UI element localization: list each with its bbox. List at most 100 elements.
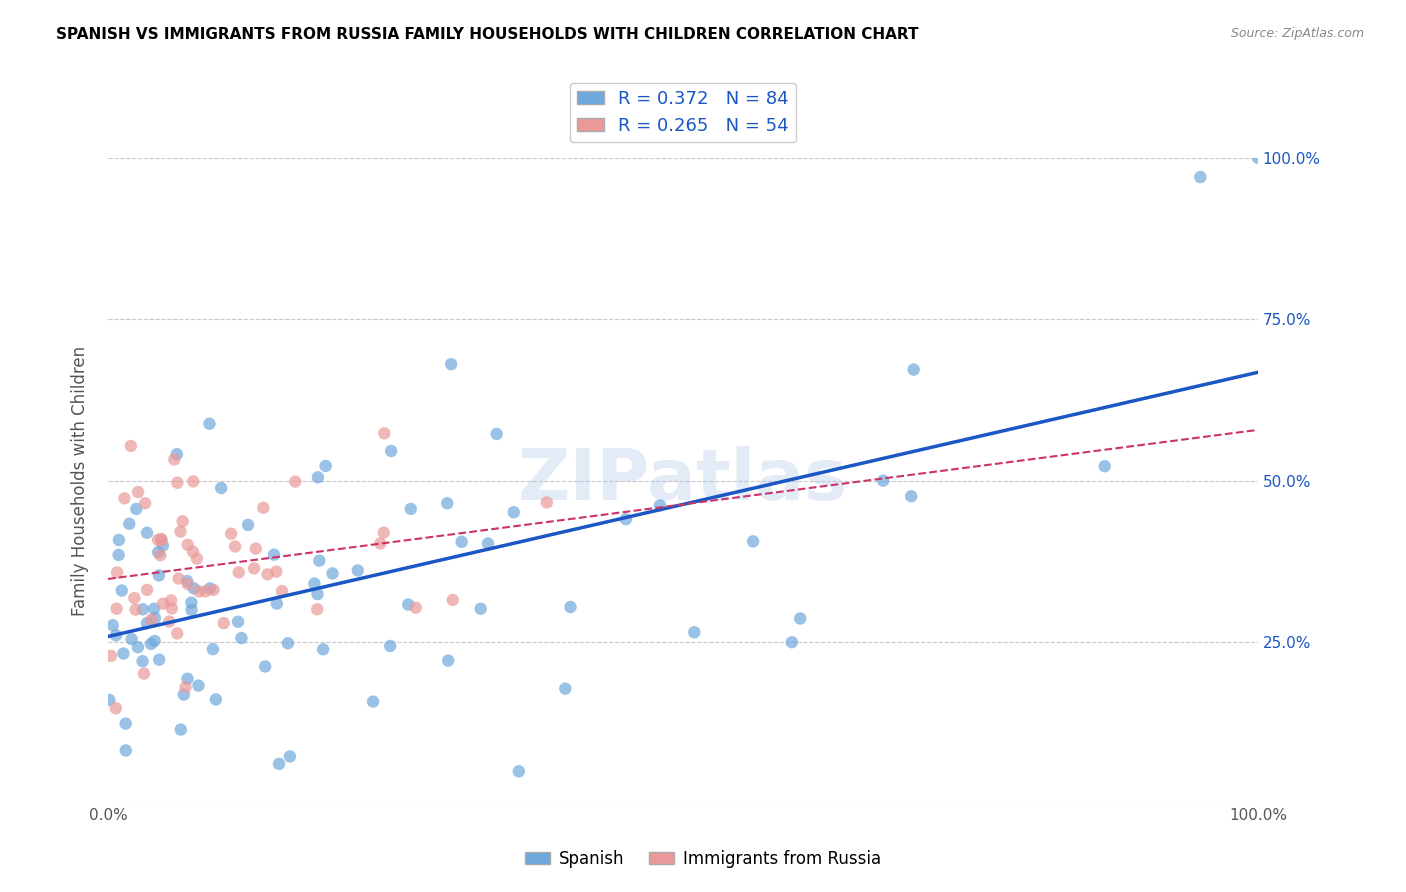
Point xyxy=(683,625,706,640)
Point xyxy=(252,500,274,515)
Point xyxy=(470,601,492,615)
Point xyxy=(134,496,156,510)
Point xyxy=(399,501,422,516)
Text: Source: ZipAtlas.com: Source: ZipAtlas.com xyxy=(1230,27,1364,40)
Point xyxy=(148,568,170,582)
Point xyxy=(485,427,508,442)
Point xyxy=(157,615,180,629)
Point xyxy=(181,545,204,559)
Point xyxy=(277,636,299,650)
Point xyxy=(100,648,122,663)
Point xyxy=(373,426,395,441)
Point xyxy=(173,688,195,702)
Point xyxy=(131,654,153,668)
Point xyxy=(307,602,329,616)
Point xyxy=(198,417,221,431)
Point xyxy=(125,502,148,516)
Point xyxy=(304,576,326,591)
Point xyxy=(152,597,174,611)
Point xyxy=(396,598,419,612)
Point xyxy=(143,611,166,625)
Point xyxy=(176,672,198,686)
Point xyxy=(321,566,343,581)
Text: ZIPatlas: ZIPatlas xyxy=(517,446,848,516)
Point xyxy=(108,533,131,547)
Point xyxy=(502,505,524,519)
Point xyxy=(198,582,221,596)
Point xyxy=(307,470,329,484)
Point xyxy=(212,616,235,631)
Point xyxy=(120,439,142,453)
Point xyxy=(132,666,155,681)
Point xyxy=(124,603,146,617)
Point xyxy=(346,564,368,578)
Point xyxy=(614,512,637,526)
Point xyxy=(105,601,128,615)
Point xyxy=(98,693,121,707)
Point xyxy=(152,539,174,553)
Point xyxy=(780,635,803,649)
Text: SPANISH VS IMMIGRANTS FROM RUSSIA FAMILY HOUSEHOLDS WITH CHILDREN CORRELATION CH: SPANISH VS IMMIGRANTS FROM RUSSIA FAMILY… xyxy=(56,27,918,42)
Point xyxy=(186,551,208,566)
Point xyxy=(312,642,335,657)
Point xyxy=(172,514,194,528)
Legend: Spanish, Immigrants from Russia: Spanish, Immigrants from Russia xyxy=(519,844,887,875)
Point xyxy=(187,679,209,693)
Point xyxy=(267,756,290,771)
Point xyxy=(146,545,169,559)
Point xyxy=(477,536,499,550)
Point xyxy=(143,634,166,648)
Point xyxy=(508,764,530,779)
Point xyxy=(263,548,285,562)
Point xyxy=(176,538,198,552)
Point xyxy=(373,525,395,540)
Point xyxy=(160,593,183,607)
Point xyxy=(231,631,253,645)
Point xyxy=(441,593,464,607)
Point xyxy=(370,536,392,550)
Point xyxy=(136,616,159,631)
Point xyxy=(181,475,204,489)
Point xyxy=(121,632,143,646)
Point xyxy=(228,566,250,580)
Point xyxy=(139,637,162,651)
Point xyxy=(194,584,217,599)
Point xyxy=(380,639,402,653)
Point xyxy=(112,647,135,661)
Point xyxy=(536,495,558,509)
Point xyxy=(1189,170,1212,185)
Point xyxy=(118,516,141,531)
Point xyxy=(180,603,202,617)
Point xyxy=(243,561,266,575)
Point xyxy=(114,716,136,731)
Legend: R = 0.372   N = 84, R = 0.265   N = 54: R = 0.372 N = 84, R = 0.265 N = 54 xyxy=(569,83,796,142)
Point xyxy=(166,447,188,461)
Point xyxy=(104,701,127,715)
Point xyxy=(177,577,200,591)
Point xyxy=(180,596,202,610)
Point xyxy=(107,548,129,562)
Point xyxy=(789,611,811,625)
Point xyxy=(554,681,576,696)
Point xyxy=(169,524,191,539)
Point xyxy=(903,362,925,376)
Point xyxy=(380,444,402,458)
Point xyxy=(266,597,288,611)
Point xyxy=(148,653,170,667)
Point xyxy=(105,566,128,580)
Point xyxy=(105,628,128,642)
Point xyxy=(160,601,183,615)
Point xyxy=(163,452,186,467)
Point xyxy=(101,618,124,632)
Point xyxy=(205,692,228,706)
Point xyxy=(136,582,159,597)
Point xyxy=(170,723,193,737)
Point xyxy=(278,749,301,764)
Point xyxy=(124,591,146,605)
Point xyxy=(308,553,330,567)
Point xyxy=(209,481,232,495)
Point xyxy=(271,584,294,599)
Point xyxy=(114,743,136,757)
Point xyxy=(450,534,472,549)
Point xyxy=(872,474,894,488)
